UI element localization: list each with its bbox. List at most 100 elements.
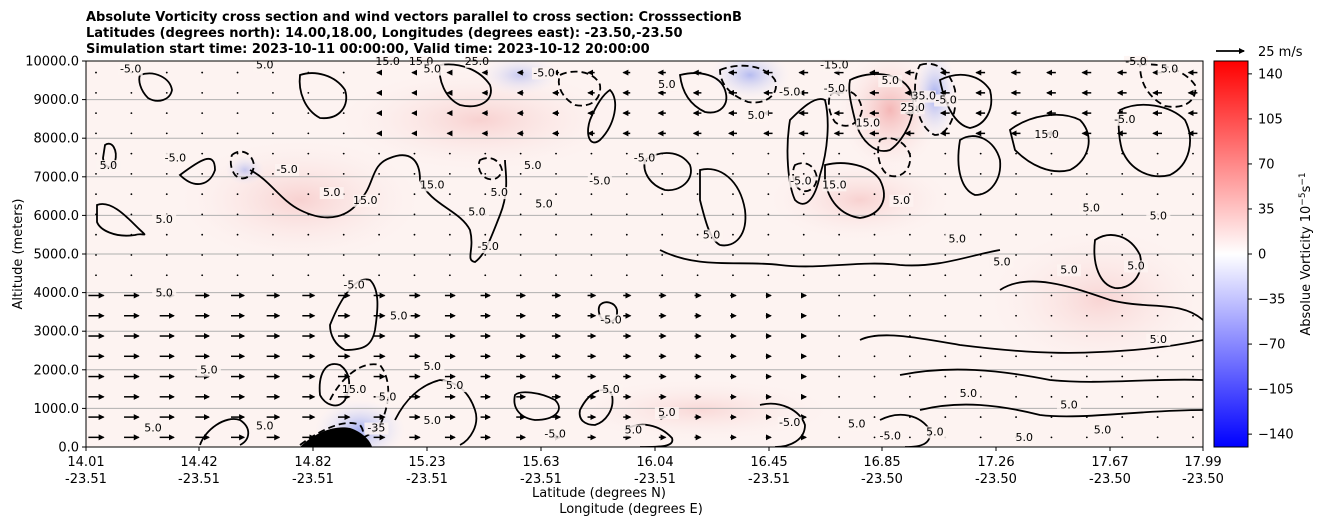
contour-label: -5.0 xyxy=(790,175,811,188)
y-tick-label: 2000.0 xyxy=(34,363,80,378)
fill-blob-positive xyxy=(990,230,1203,370)
wind-vector xyxy=(165,254,168,256)
contour-line-positive xyxy=(699,168,747,247)
contour-label-bg xyxy=(945,233,970,246)
wind-vector xyxy=(944,193,947,196)
wind-vector xyxy=(1121,213,1124,216)
contour-line-positive xyxy=(298,72,348,119)
contour-label-bg xyxy=(922,426,947,439)
x-tick-label-lat: 16.04 xyxy=(636,455,673,470)
wind-vector xyxy=(909,395,911,398)
wind-vector xyxy=(413,193,416,196)
wind-vector xyxy=(873,193,876,196)
wind-vector xyxy=(909,355,911,358)
wind-vector xyxy=(272,112,274,115)
contour-label: -5.0 xyxy=(544,427,565,440)
contour-label-bg xyxy=(1079,202,1104,215)
wind-vector xyxy=(909,375,911,378)
contour-line-positive xyxy=(643,152,692,192)
wind-vector xyxy=(555,254,557,256)
wind-vector xyxy=(1156,254,1159,256)
wind-vector xyxy=(484,193,487,196)
contour-label: 5.0 xyxy=(1094,423,1112,436)
wind-vector xyxy=(378,173,380,175)
wind-vector xyxy=(165,193,168,196)
contour-line-positive xyxy=(899,368,1203,383)
wind-vector xyxy=(1050,213,1053,216)
contour-label-bg xyxy=(141,422,166,435)
wind-vector xyxy=(272,193,274,196)
x-tick-label-lat: 14.42 xyxy=(180,455,217,470)
wind-vector xyxy=(979,254,982,256)
wind-vector xyxy=(767,152,770,155)
wind-vector xyxy=(1015,213,1017,216)
wind-vector xyxy=(272,213,274,216)
wind-vector xyxy=(1050,395,1053,398)
wind-vector xyxy=(448,254,451,256)
contour-line-positive xyxy=(249,154,508,263)
wind-vector xyxy=(696,274,699,277)
contour-label-bg xyxy=(878,75,903,88)
contour-label-bg xyxy=(632,152,657,165)
wind-vector xyxy=(272,233,274,236)
wind-vector xyxy=(1015,274,1017,277)
wind-vector xyxy=(838,213,841,216)
x-tick-label-lon: -23.51 xyxy=(65,472,107,487)
wind-vector xyxy=(201,193,204,196)
wind-vector xyxy=(590,274,593,277)
contour-line-negative xyxy=(229,150,255,180)
wind-vector xyxy=(1192,375,1194,378)
wind-vector xyxy=(95,71,97,74)
wind-vector xyxy=(873,375,876,378)
wind-vector xyxy=(909,233,911,236)
wind-vector xyxy=(413,233,416,236)
x-axis-label-latitude: Latitude (degrees N) xyxy=(532,486,666,501)
contour-label: 5.0 xyxy=(993,256,1011,269)
fill-blob-negative xyxy=(225,155,265,185)
contour-labels: -5.0 5.0 15.0 15.0 25.0 5.0 -5.0 5.0 -15.0 -5.0 -5… xyxy=(96,55,1182,445)
contour-label-bg xyxy=(476,241,501,254)
contour-label: 5.0 xyxy=(747,109,765,122)
contour-label-bg xyxy=(699,229,724,242)
wind-vector xyxy=(873,355,876,358)
wind-vector xyxy=(767,274,770,277)
wind-vector xyxy=(979,152,982,155)
contour-label: -5.0 xyxy=(589,175,610,188)
colorbar-label-unit: s xyxy=(1299,185,1314,192)
contour-line-positive xyxy=(786,98,829,205)
wind-vector xyxy=(1085,416,1088,418)
wind-vector xyxy=(944,375,947,378)
contour-label: 5.0 xyxy=(256,420,274,433)
contour-label: -5.0 xyxy=(935,93,956,106)
wind-vector xyxy=(625,254,628,256)
contour-label: 5.0 xyxy=(424,360,442,373)
contour-label: 15.0 xyxy=(1034,128,1059,141)
wind-vector xyxy=(661,173,664,175)
wind-vector xyxy=(732,193,734,196)
wind-vector xyxy=(1121,395,1124,398)
wind-vector xyxy=(236,233,239,236)
wind-vector xyxy=(1085,355,1088,358)
contour-line-positive xyxy=(1093,234,1142,289)
wind-vector xyxy=(1085,294,1088,297)
wind-vector xyxy=(342,152,345,155)
wind-vector xyxy=(130,193,133,196)
contour-label: 5.0 xyxy=(1083,202,1101,215)
wind-vector xyxy=(342,213,345,216)
contour-line-negative xyxy=(827,89,863,127)
wind-vector xyxy=(979,416,982,418)
wind-vector xyxy=(732,173,734,175)
wind-vector xyxy=(165,173,168,175)
wind-vector xyxy=(590,233,593,236)
wind-vector xyxy=(1156,436,1159,439)
contour-label: 5.0 xyxy=(424,414,442,427)
wind-vector xyxy=(1156,395,1159,398)
contour-label-bg xyxy=(386,310,411,323)
wind-vector xyxy=(342,112,345,115)
wind-vector xyxy=(130,152,133,155)
wind-vector xyxy=(838,375,841,378)
contour-label: 5.0 xyxy=(1150,209,1168,222)
contour-label: 5.0 xyxy=(893,194,911,207)
wind-vector xyxy=(1015,173,1017,175)
contour-label-bg xyxy=(275,163,300,176)
